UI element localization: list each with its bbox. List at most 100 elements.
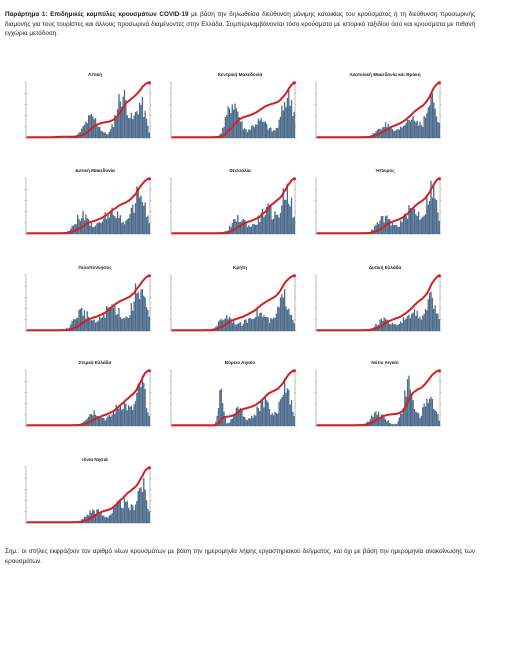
cumulative-line [26,274,150,332]
chart-bar [112,215,115,234]
chart-bar [145,216,148,234]
chart-bar [259,313,261,331]
chart-bar [384,318,387,331]
chart-bar [427,107,429,138]
chart-bar [122,408,124,426]
chart-bar [114,216,116,234]
chart-bar [275,313,278,331]
chart-bar [239,222,242,234]
chart-bar [248,418,250,426]
chart-bar [404,319,406,331]
chart-bar [411,313,413,331]
chart-bar [116,211,119,234]
chart-bar [406,119,409,138]
chart-bar [116,500,119,523]
chart-bar [281,205,283,234]
chart-bar [408,119,410,138]
chart-bar [130,112,133,138]
chart-bar [118,94,120,138]
chart-bar [101,131,104,138]
chart-bar [420,218,423,234]
chart-bar [242,323,244,331]
chart-bar [121,106,123,138]
chart-bar [88,316,90,331]
chart-bar [397,226,399,234]
chart-bar [245,221,247,234]
chart-bar [96,509,98,523]
chart-bar [274,411,276,426]
chart-bar [435,411,438,426]
chart-bar [118,217,120,234]
chart-bar [82,125,84,138]
chart-bar [431,93,434,138]
chart-bar [415,315,417,331]
chart-bar [292,217,294,234]
chart-bar [282,188,284,234]
chart-bar [97,320,99,331]
chart-bar [132,204,134,234]
chart-bar [231,104,233,138]
chart-bar [144,110,146,138]
chart-bar [257,316,260,331]
chart-bar [434,108,436,138]
chart-bar [138,299,141,331]
chart-bar [116,314,119,331]
chart-bar [391,129,394,138]
chart-bar [417,125,420,138]
chart-bar [130,303,133,331]
chart-bar [129,510,131,523]
cumulative-end-marker [437,177,441,181]
chart-bar [238,409,240,426]
chart-bar [428,105,431,138]
chart-bar [141,289,144,331]
chart-bar [74,319,76,331]
chart-bar [375,411,377,426]
chart-bar [271,319,273,331]
chart-bar [119,101,121,138]
chart-bar [235,407,238,426]
chart-bar [105,219,108,234]
chart-bar [238,117,240,138]
chart-bar [85,121,87,138]
chart-bar [260,118,262,138]
chart-bar [126,219,128,234]
chart-bar [380,414,383,426]
chart-bar [293,416,295,426]
chart-bar [127,405,130,426]
chart-bar [390,225,392,234]
chart-bar [427,299,429,331]
chart-bar [216,415,218,426]
chart-bar [111,304,113,331]
chart-svg [24,274,152,332]
chart-bar [393,225,395,234]
chart-bar [292,319,294,331]
chart-bar [114,507,116,523]
chart-bar [228,422,231,426]
chart-panel: Δυτική Μακεδονία [20,168,170,250]
chart-svg [169,177,297,235]
chart-bar [83,124,86,138]
chart-bar [393,324,395,331]
chart-bar [72,319,75,331]
chart-bar [89,225,91,234]
chart-bar [255,415,257,426]
chart-bar [147,125,149,138]
chart-bar [119,317,121,331]
chart-bar [104,212,106,234]
chart-bar [228,225,231,234]
chart-bar [141,201,144,234]
chart-bar [401,222,403,234]
chart-bar [81,128,83,138]
chart-title: Θεσσαλία [229,168,251,173]
chart-bar [76,317,79,331]
chart-bar [259,222,261,234]
chart-bar [266,206,268,234]
chart-bar [267,317,269,331]
chart-bar [93,319,95,331]
chart-bar [257,215,260,234]
chart-bar [137,114,139,138]
chart-title: Πελοπόννησος [78,265,112,270]
header-bold: Παράρτημα 1: Επιδημικές καμπύλες κρουσμά… [5,11,189,18]
chart-bar [127,317,130,331]
chart-bar [393,130,395,138]
